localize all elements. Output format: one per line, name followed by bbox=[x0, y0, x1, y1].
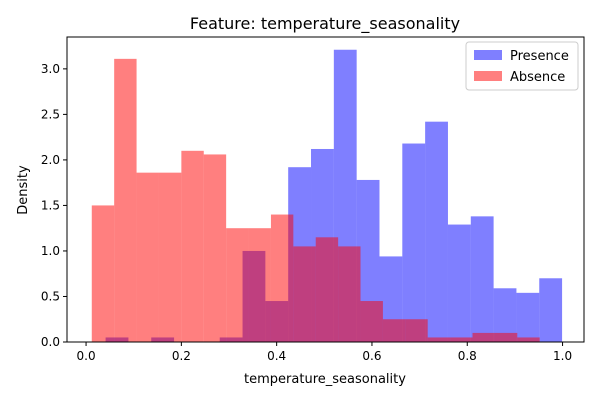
histogram-bar bbox=[248, 228, 271, 342]
y-tick-label: 0.5 bbox=[41, 289, 60, 303]
histogram-bar bbox=[136, 172, 159, 342]
histogram-bar bbox=[270, 214, 294, 342]
legend-swatch-presence bbox=[474, 50, 502, 60]
histogram-bar bbox=[539, 278, 563, 342]
histogram-bar bbox=[517, 337, 540, 342]
y-tick-label: 2.5 bbox=[41, 107, 60, 121]
legend-label-presence: Presence bbox=[510, 49, 569, 64]
histogram-bar bbox=[494, 332, 518, 342]
ticks-layer: 0.0 0.2 0.4 0.6 0.8 1.0 0.0 0.5 1.0 1.5 2.0 2.5 3.0 bbox=[41, 62, 572, 363]
y-tick-label: 0.0 bbox=[41, 335, 60, 349]
legend-swatch-absence bbox=[474, 71, 502, 81]
x-tick-label: 1.0 bbox=[553, 349, 572, 363]
x-axis-label: temperature_seasonality bbox=[244, 372, 406, 387]
histogram-bar bbox=[338, 246, 361, 342]
chart-title: Feature: temperature_seasonality bbox=[190, 14, 460, 34]
histogram-bar bbox=[315, 237, 339, 342]
series-absence bbox=[91, 58, 540, 343]
histogram-bar bbox=[402, 143, 426, 342]
histogram-bar bbox=[450, 337, 473, 342]
histogram-bar bbox=[203, 154, 227, 342]
x-tick-label: 0.6 bbox=[362, 349, 381, 363]
bars-layer bbox=[91, 49, 563, 343]
plot-frame bbox=[66, 36, 585, 343]
y-tick-label: 2.0 bbox=[41, 153, 60, 167]
histogram-bar bbox=[447, 224, 471, 342]
x-tick-label: 0.2 bbox=[172, 349, 191, 363]
histogram-bar bbox=[181, 150, 204, 342]
x-tick-label: 0.0 bbox=[77, 349, 96, 363]
histogram-bar bbox=[226, 228, 249, 342]
y-axis-label: Density bbox=[16, 165, 31, 215]
histogram-bar bbox=[427, 337, 451, 342]
histogram-bar bbox=[516, 292, 540, 342]
histogram-bar bbox=[360, 301, 383, 342]
histogram-bar bbox=[472, 332, 495, 342]
y-tick-label: 1.5 bbox=[41, 198, 60, 212]
y-tick-label: 3.0 bbox=[41, 62, 60, 76]
x-tick-label: 0.4 bbox=[267, 349, 286, 363]
x-tick-label: 0.8 bbox=[458, 349, 477, 363]
histogram-bar bbox=[158, 172, 182, 342]
legend-label-absence: Absence bbox=[510, 70, 565, 85]
histogram-bar bbox=[405, 319, 428, 342]
histogram-bar bbox=[425, 121, 448, 343]
histogram-bar bbox=[493, 288, 517, 342]
histogram-bar bbox=[470, 216, 494, 342]
histogram-bar bbox=[293, 246, 316, 342]
histogram-bar bbox=[382, 319, 406, 342]
histogram-bar bbox=[114, 58, 137, 343]
histogram-bar bbox=[91, 205, 115, 342]
y-tick-label: 1.0 bbox=[41, 244, 60, 258]
legend: Presence Absence bbox=[465, 41, 579, 91]
